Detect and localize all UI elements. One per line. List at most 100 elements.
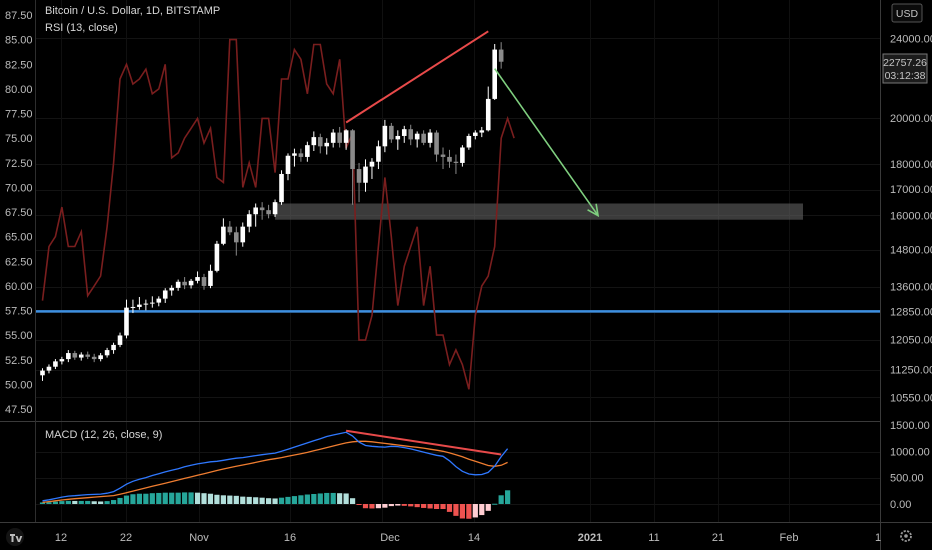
candle (59, 356, 65, 365)
candle-body (337, 132, 342, 143)
candle-body (246, 214, 252, 227)
candle-body (343, 130, 349, 143)
candle (78, 352, 84, 361)
candle (414, 131, 420, 148)
macd-histogram-bar (466, 504, 472, 519)
macd-histogram-bar (427, 504, 433, 509)
macd-histogram-bar (324, 492, 330, 504)
tradingview-logo[interactable] (6, 528, 24, 546)
time-axis[interactable]: 12 22 Nov 16 Dec 14 2021 11 21 Feb 1 (55, 532, 881, 544)
macd-histogram-bar (72, 500, 78, 504)
gear-icon[interactable] (900, 530, 912, 542)
candle-body (408, 129, 414, 140)
rsi-line (41, 38, 515, 390)
candle (427, 129, 433, 148)
candle-body (221, 226, 226, 244)
candle-body (259, 207, 265, 211)
candle (234, 226, 239, 256)
candle (91, 353, 97, 363)
candle (492, 43, 497, 100)
candle-body (389, 125, 394, 140)
projection-arrow-head (587, 203, 600, 218)
support-zone-box (275, 203, 803, 220)
candle-body (162, 290, 168, 299)
currency-button[interactable] (891, 3, 923, 23)
candle (292, 148, 297, 167)
candle-body (479, 130, 485, 133)
macd-tick-label: 500.00 (890, 473, 924, 485)
candle-body (485, 98, 491, 131)
rsi-tick-label: 85.00 (5, 35, 33, 47)
macd-histogram-bar (143, 493, 149, 504)
macd-histogram-bar (104, 501, 110, 504)
candle-body (266, 210, 271, 215)
macd-axis[interactable]: 1500.00 1000.00 500.00 0.00 (890, 420, 930, 511)
candle-body (363, 166, 368, 183)
macd-histogram-bar (375, 504, 382, 509)
macd-pane (39, 429, 511, 519)
rsi-tick-label: 55.00 (5, 330, 33, 342)
time-tick-label: 22 (120, 532, 132, 544)
candle (253, 203, 258, 227)
rsi-tick-label: 57.50 (5, 306, 33, 318)
macd-histogram-bar (349, 498, 356, 504)
candle-body (279, 173, 284, 203)
candle-body (466, 135, 472, 148)
candle (46, 364, 52, 374)
candle-body (72, 353, 78, 358)
macd-histogram-bar (311, 493, 317, 504)
price-axis[interactable]: 24000.00 20000.00 18000.00 17000.00 16000.00… (890, 34, 932, 405)
candle-body (395, 135, 401, 140)
candle-body (195, 277, 200, 281)
candle (440, 147, 446, 170)
macd-histogram-bar (59, 501, 65, 504)
candle-body (111, 344, 116, 351)
time-tick-label: 16 (284, 532, 296, 544)
candle-body (473, 132, 478, 136)
candle (479, 126, 485, 138)
candle (350, 129, 355, 205)
rsi-tick-label: 70.00 (5, 182, 33, 194)
macd-legend: MACD (12, 26, close, 9) (45, 429, 162, 441)
candle-body (91, 356, 97, 360)
rsi-overlay (41, 38, 515, 390)
macd-histogram-bar (446, 504, 453, 512)
macd-histogram-bar (272, 498, 278, 504)
candle (111, 342, 116, 354)
time-tick-label: 2021 (578, 532, 602, 544)
macd-histogram-bar (330, 492, 336, 504)
rsi-tick-label: 75.00 (5, 133, 33, 145)
candle-body (175, 281, 181, 288)
candle (221, 218, 226, 246)
trend-line (345, 30, 489, 124)
time-tick-label: 11 (648, 532, 659, 544)
candle-body (227, 226, 233, 233)
candle-body (188, 280, 194, 286)
macd-histogram-bar (130, 494, 136, 504)
price-tick-label: 18000.00 (890, 159, 932, 171)
price-tick-label: 20000.00 (890, 113, 932, 125)
macd-histogram-bar (492, 503, 498, 505)
rsi-tick-label: 65.00 (5, 232, 33, 244)
candle (40, 368, 45, 381)
candle (66, 350, 71, 363)
candle-body (292, 153, 297, 156)
chart-title: Bitcoin / U.S. Dollar, 1D, BITSTAMP (45, 5, 220, 17)
rsi-tick-label: 47.50 (5, 404, 33, 416)
candle-body (350, 130, 355, 170)
rsi-tick-label: 60.00 (5, 281, 33, 293)
candle-body (117, 335, 123, 345)
candle (311, 131, 317, 152)
macd-histogram-bar (52, 501, 59, 504)
rsi-tick-label: 80.00 (5, 84, 33, 96)
rsi-tick-label: 77.50 (5, 109, 33, 121)
candle (485, 86, 491, 132)
macd-histogram-bar (246, 496, 252, 504)
candle-body (427, 132, 433, 143)
macd-histogram-bar (408, 504, 414, 507)
candle-body (382, 125, 388, 147)
candle-body (453, 161, 459, 163)
candle-body (460, 147, 465, 163)
